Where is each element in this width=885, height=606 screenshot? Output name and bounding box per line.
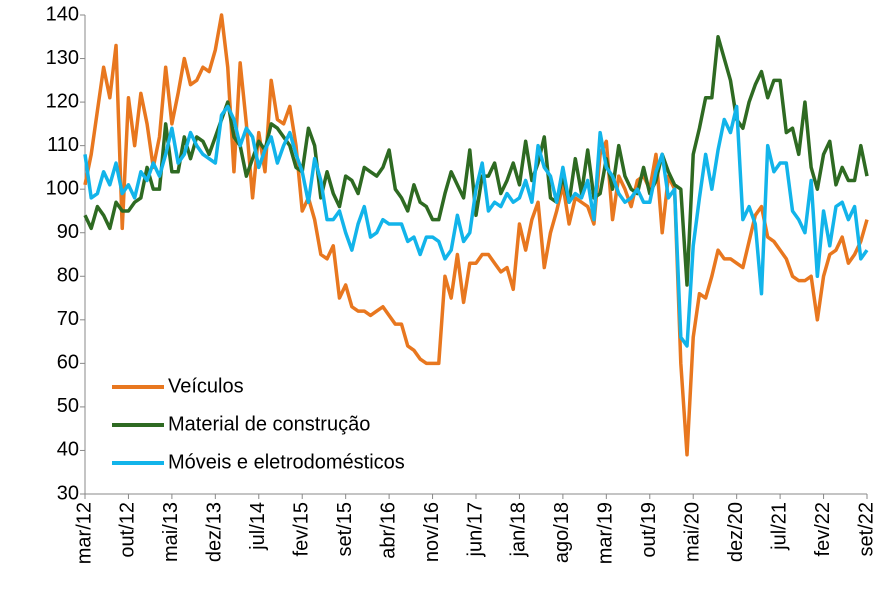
x-tick-label: out/12: [117, 502, 139, 558]
y-tick-label: 90: [57, 221, 79, 243]
x-tick-label: set/22: [855, 502, 877, 556]
series-line: [83, 104, 869, 348]
x-tick-label: dez/20: [725, 502, 747, 562]
x-tick-label: fev/15: [291, 502, 313, 556]
x-tick-label: abr/16: [377, 502, 399, 559]
x-tick-label: mar/19: [595, 502, 617, 564]
x-tick-label: dez/13: [204, 502, 226, 562]
x-tick-label: jul/21: [768, 502, 790, 551]
series-line: [83, 35, 869, 287]
x-tick-label: mai/13: [160, 502, 182, 562]
legend-label: Material de construção: [168, 413, 370, 435]
legend-label: Veículos: [168, 375, 244, 397]
x-tick-label: mar/12: [73, 502, 95, 564]
y-tick-label: 50: [57, 395, 79, 417]
y-tick-label: 110: [47, 134, 79, 156]
x-tick-label: out/19: [638, 502, 660, 558]
y-tick-label: 60: [57, 352, 79, 374]
series-line: [83, 13, 869, 457]
x-tick-label: jun/17: [464, 502, 486, 558]
x-tick-label: nov/16: [421, 502, 443, 562]
x-tick-label: jan/18: [508, 502, 530, 558]
x-tick-label: ago/18: [551, 502, 573, 563]
y-tick-label: 80: [57, 265, 79, 287]
y-tick-label: 120: [46, 90, 79, 112]
y-tick-label: 40: [57, 439, 79, 461]
y-tick-label: 30: [57, 482, 79, 504]
legend-label: Móveis e eletrodomésticos: [168, 451, 405, 473]
x-tick-label: mai/20: [682, 502, 704, 562]
y-tick-label: 70: [57, 308, 79, 330]
x-tick-label: jul/14: [247, 502, 269, 551]
y-tick-label: 100: [46, 177, 79, 199]
y-tick-label: 140: [46, 3, 79, 25]
x-tick-label: fev/22: [812, 502, 834, 556]
x-tick-label: set/15: [334, 502, 356, 556]
y-tick-label: 130: [46, 47, 79, 69]
